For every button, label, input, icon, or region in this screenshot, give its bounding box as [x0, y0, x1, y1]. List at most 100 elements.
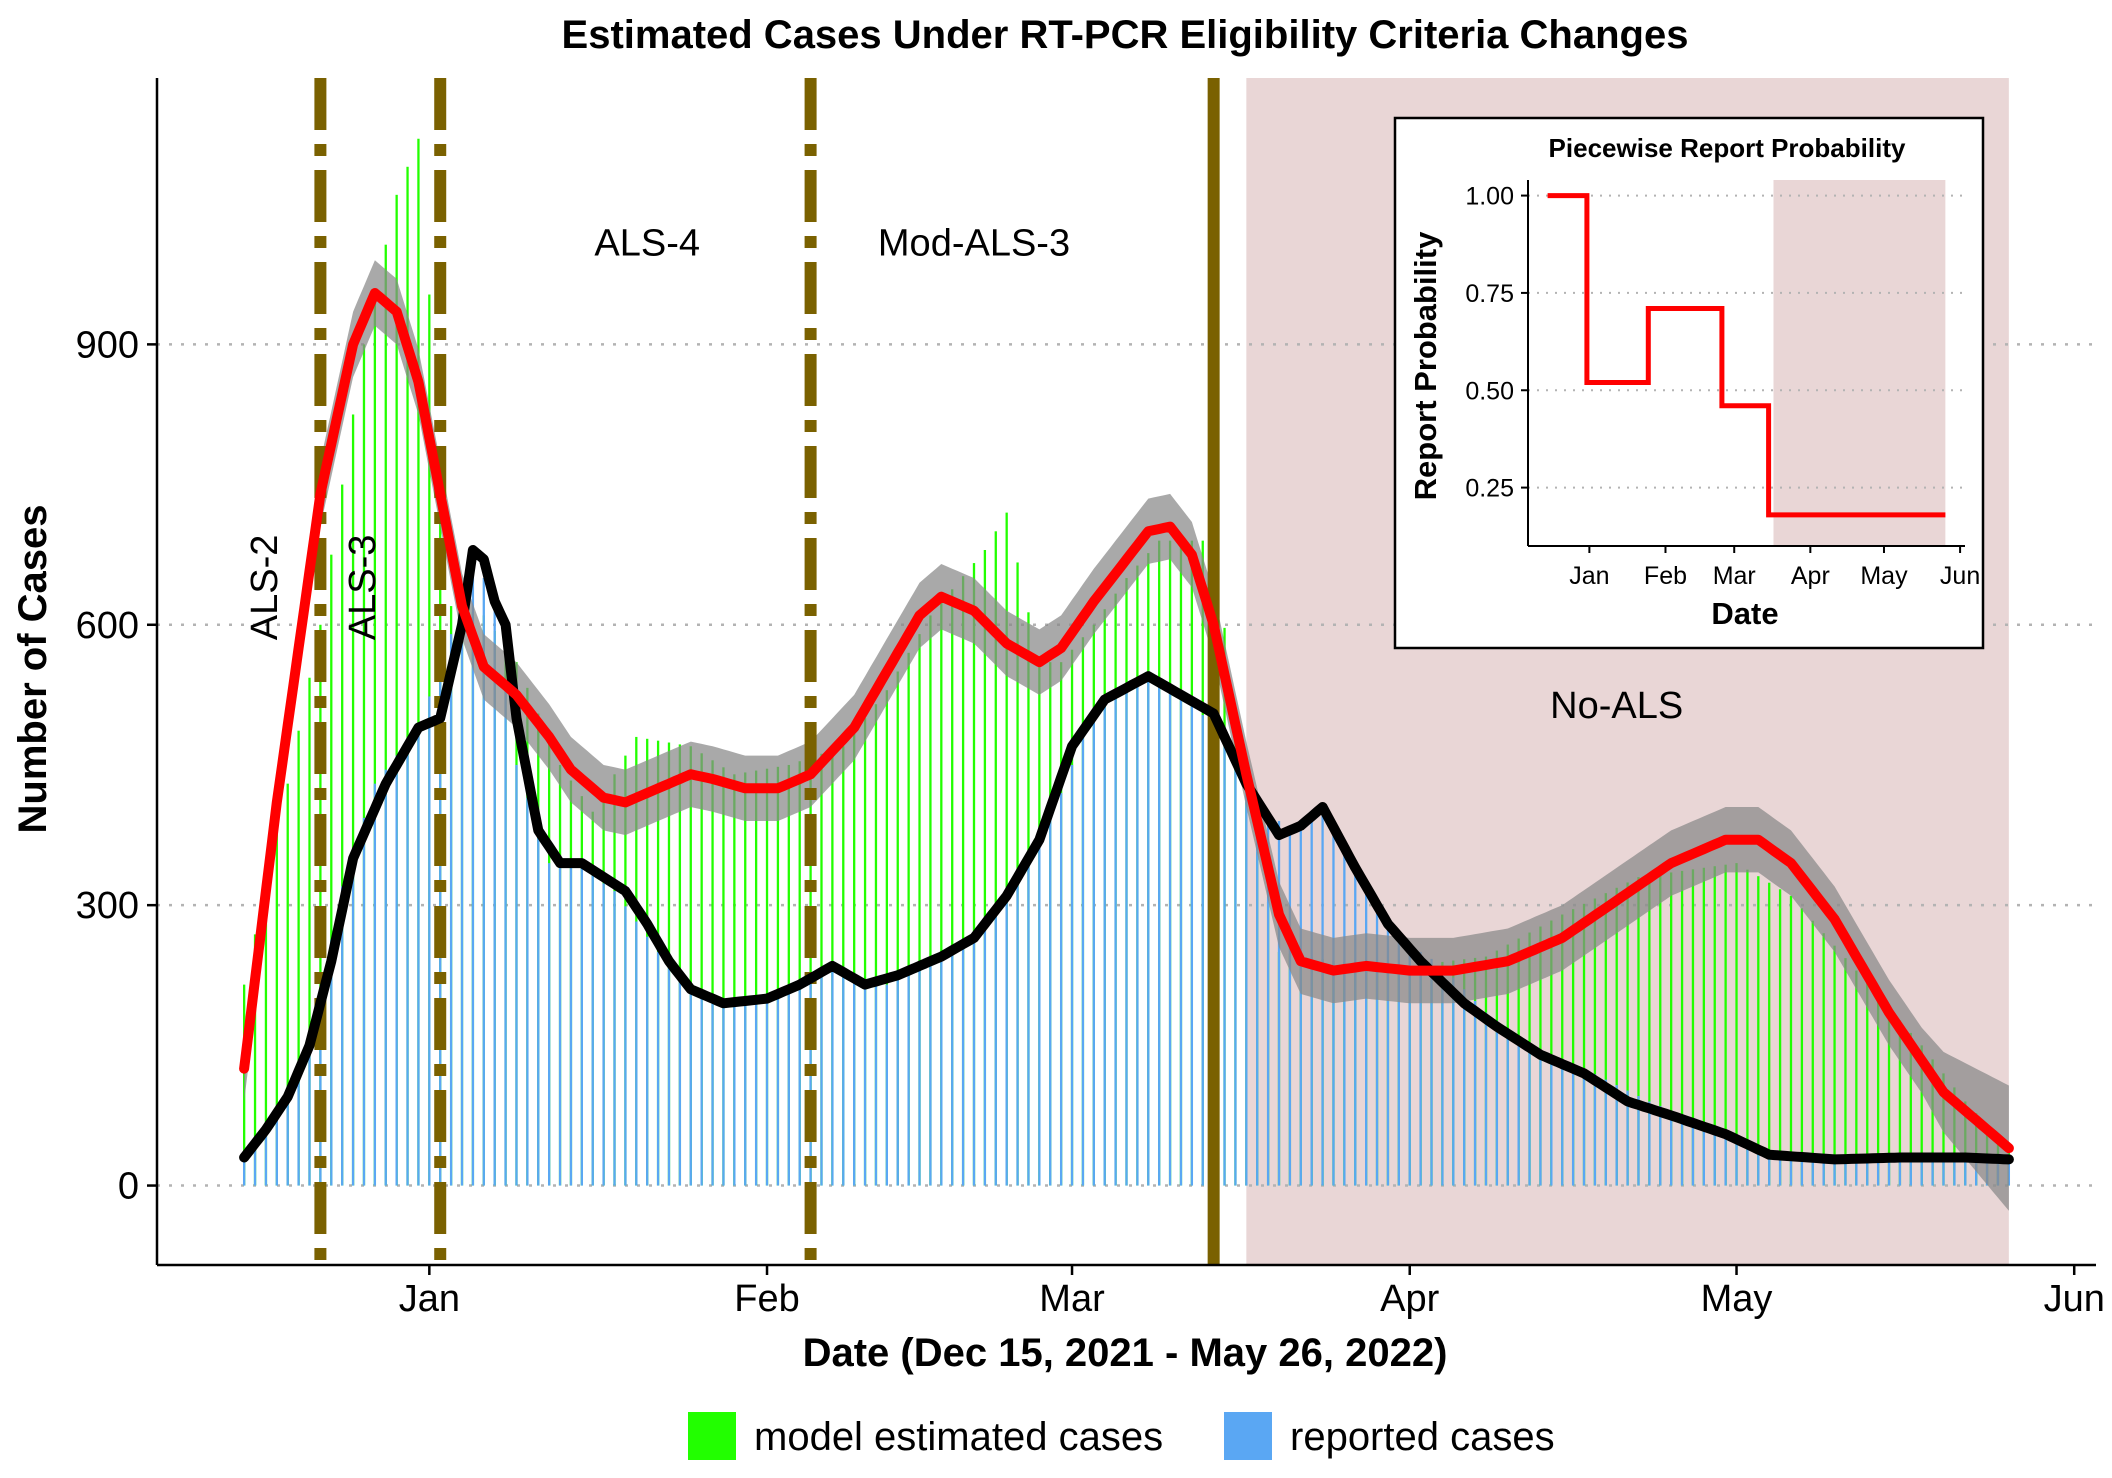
reported-bar-2022-02-11 [874, 981, 878, 1186]
model-bar-2022-02-22 [994, 531, 997, 1186]
model-bar-2022-02-16 [929, 615, 932, 1186]
reported-bar-2022-05-23 [1975, 1157, 1978, 1186]
reported-bar-2022-01-07 [493, 606, 496, 1186]
reported-bar-2022-05-11 [1844, 1158, 1847, 1186]
reported-bar-2022-04-28 [1702, 1124, 1705, 1186]
reported-bar-2021-12-23 [330, 939, 333, 1186]
reported-bar-2022-02-28 [1059, 793, 1063, 1186]
reported-bar-2022-05-22 [1964, 1156, 1967, 1186]
inset-title: Piecewise Report Probability [1549, 133, 1906, 163]
inset-y-tick-label-1.00: 1.00 [1465, 183, 1514, 211]
model-bar-2022-02-17 [940, 602, 943, 1186]
reported-bar-2022-04-15 [1561, 1059, 1564, 1186]
model-bar-2022-02-10 [863, 718, 867, 1186]
model-bar-2022-04-21 [1626, 882, 1629, 1186]
reported-bar-2022-03-22 [1299, 822, 1302, 1186]
reported-bar-2022-03-07 [1136, 682, 1139, 1186]
legend: model estimated cases reported cases [688, 1412, 1555, 1460]
model-smoothed-line [239, 288, 2014, 1154]
region-label-no-als: No-ALS [1550, 685, 1683, 727]
model-bar-2022-04-29 [1713, 866, 1716, 1186]
region-label-als-3: ALS-3 [342, 535, 384, 641]
inset-shaded-rect [1773, 180, 1946, 546]
model-bar-2022-01-30 [744, 772, 747, 1186]
inset-x-tick-label-may: May [1860, 562, 1908, 590]
reported-bar-2022-03-23 [1310, 814, 1313, 1186]
reported-bar-2022-04-10 [1506, 1029, 1509, 1186]
reported-bar-2022-05-02 [1746, 1141, 1749, 1186]
model-bar-2022-02-13 [896, 671, 899, 1186]
region-label-als-2: ALS-2 [244, 535, 286, 641]
y-tick-label-300: 300 [76, 885, 139, 927]
reported-bar-2022-03-04 [1103, 702, 1106, 1186]
model-bar-2022-04-19 [1604, 893, 1607, 1186]
reported-bar-2022-03-30 [1386, 921, 1390, 1186]
reported-bar-2022-03-09 [1158, 682, 1161, 1186]
reported-bar-2022-04-24 [1659, 1106, 1662, 1186]
inset-y-axis-title: Report Probability [1408, 231, 1443, 500]
model-bar-2022-04-27 [1691, 869, 1695, 1186]
reported-bar-2021-12-18 [275, 1110, 278, 1186]
reported-bar-2021-12-26 [362, 817, 366, 1186]
reported-bar-2021-12-31 [417, 727, 420, 1186]
reported-bar-2022-03-05 [1114, 695, 1117, 1186]
reported-bar-2022-01-10 [526, 797, 529, 1186]
reported-bar-2022-04-03 [1430, 958, 1433, 1186]
y-tick-label-600: 600 [76, 605, 139, 647]
reported-bar-2022-04-11 [1517, 1037, 1520, 1186]
reported-bar-2022-01-28 [722, 1000, 725, 1186]
reported-bar-2022-01-08 [504, 685, 507, 1186]
reported-bar-2022-05-09 [1822, 1158, 1825, 1186]
reported-bar-2022-04-22 [1637, 1095, 1640, 1186]
model-bar-2022-04-24 [1659, 874, 1662, 1186]
reported-bar-2022-03-16 [1234, 764, 1237, 1186]
reported-bar-2022-03-08 [1147, 676, 1150, 1186]
model-bar-2022-05-17 [1909, 1032, 1912, 1186]
inset-x-tick-label-mar: Mar [1713, 562, 1756, 590]
model-bar-2021-12-27 [373, 294, 377, 1186]
model-bar-2022-04-14 [1550, 920, 1553, 1186]
reported-smoothed-line [239, 545, 2014, 1165]
reported-bar-2022-05-18 [1920, 1156, 1923, 1186]
inset-x-tick-label-feb: Feb [1644, 562, 1687, 590]
reported-bar-2022-04-17 [1582, 1068, 1586, 1186]
model-bar-2022-01-27 [711, 760, 714, 1186]
model-bar-2022-02-14 [907, 652, 910, 1186]
model-bar-2022-01-25 [689, 746, 692, 1186]
model-bar-2022-05-19 [1931, 1059, 1934, 1186]
reported-bar-2022-04-02 [1419, 951, 1422, 1186]
reported-bar-2022-01-03 [449, 634, 453, 1186]
reported-bar-2021-12-15 [242, 1157, 246, 1186]
reported-bar-2022-05-03 [1757, 1145, 1760, 1186]
reported-bar-2022-04-05 [1452, 977, 1455, 1186]
model-bar-2022-02-04 [798, 761, 801, 1186]
reported-bar-2022-05-08 [1811, 1157, 1814, 1186]
reported-bar-2022-05-17 [1909, 1157, 1912, 1186]
model-bar-2021-12-25 [351, 414, 355, 1186]
reported-bar-2022-01-18 [613, 891, 616, 1186]
reported-bar-2022-02-03 [787, 989, 790, 1186]
reported-bar-2022-03-25 [1332, 828, 1335, 1186]
reported-bar-2022-04-18 [1593, 1074, 1597, 1186]
reported-bar-2022-03-12 [1190, 699, 1194, 1186]
reported-bar-2022-01-24 [678, 979, 682, 1186]
reported-bar-2022-01-14 [569, 866, 573, 1186]
model-bar-2022-05-16 [1898, 1020, 1902, 1186]
model-bar-2022-05-02 [1746, 869, 1749, 1186]
model-bar-2022-01-31 [754, 770, 758, 1186]
model-bar-2022-05-07 [1800, 908, 1804, 1186]
model-bar-2021-12-19 [286, 783, 289, 1186]
model-bar-2022-02-19 [961, 576, 965, 1186]
reported-bar-2022-05-21 [1953, 1156, 1956, 1186]
reported-bar-2022-03-31 [1397, 937, 1400, 1186]
legend-label-reported: reported cases [1290, 1415, 1555, 1459]
x-axis-title: Date (Dec 15, 2021 - May 26, 2022) [803, 1331, 1448, 1375]
reported-bar-2022-02-19 [961, 941, 965, 1186]
reported-bar-2022-05-19 [1931, 1156, 1934, 1186]
reported-cases-bars [242, 549, 2011, 1186]
reported-bar-2021-12-25 [351, 852, 355, 1186]
model-bar-2022-05-14 [1876, 995, 1880, 1186]
reported-bar-2022-03-27 [1354, 872, 1357, 1186]
model-bar-2021-12-16 [253, 934, 257, 1186]
